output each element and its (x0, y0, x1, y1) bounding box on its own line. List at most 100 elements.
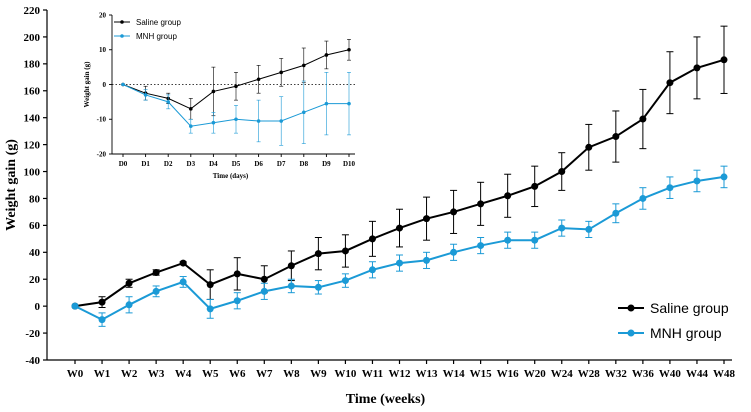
main-data-point (206, 305, 214, 313)
main-data-point (693, 177, 701, 185)
main-data-point (423, 215, 431, 223)
main-x-tick-label: W10 (334, 368, 357, 380)
inset-x-tick-label: D0 (119, 160, 128, 168)
inset-data-point (121, 82, 125, 87)
inset-legend-marker (120, 20, 124, 24)
main-y-axis-title: Weight gain (g) (4, 139, 19, 231)
main-y-tick-label: -40 (25, 355, 40, 367)
main-data-point (368, 266, 376, 274)
main-x-tick-label: W6 (229, 368, 246, 380)
main-y-tick-label: 140 (24, 113, 41, 125)
main-data-point (125, 301, 133, 309)
main-legend-marker (627, 304, 635, 312)
inset-legend-label: Saline group (136, 18, 181, 27)
main-y-tick-label: -20 (25, 328, 40, 340)
main-data-point (504, 236, 512, 244)
inset-x-tick-label: D4 (209, 160, 218, 168)
main-data-point (341, 277, 349, 285)
main-x-tick-label: W16 (497, 368, 520, 380)
main-series-line (74, 175, 725, 321)
main-data-point (98, 298, 106, 306)
main-data-point (396, 224, 403, 232)
inset-data-point (347, 101, 351, 106)
main-data-point (720, 56, 728, 64)
main-data-point (287, 262, 295, 270)
inset-y-tick-label: 20 (99, 11, 107, 19)
main-data-point (125, 279, 133, 287)
main-x-tick-label: W32 (605, 368, 628, 380)
inset-data-point (166, 100, 170, 104)
main-data-point (666, 184, 674, 192)
inset-data-point (256, 119, 261, 123)
main-data-point (423, 256, 431, 264)
main-data-point (585, 143, 593, 151)
main-data-point (477, 242, 485, 250)
main-x-tick-label: W14 (443, 368, 466, 380)
main-data-point (450, 248, 458, 256)
main-data-point (260, 287, 268, 295)
main-x-tick-label: W13 (416, 368, 439, 380)
main-x-tick-label: W20 (524, 368, 547, 380)
inset-data-point (256, 77, 261, 82)
main-y-tick-label: 180 (24, 59, 41, 71)
main-y-tick-label: 120 (24, 139, 41, 151)
inset-series-mnh (121, 72, 351, 146)
inset-x-tick-label: D10 (343, 160, 356, 168)
inset-data-point (189, 124, 193, 128)
main-x-tick-label: W40 (659, 368, 682, 380)
main-x-tick-label: W1 (94, 368, 111, 380)
inset-data-point (189, 107, 193, 111)
main-x-tick-label: W11 (362, 368, 383, 380)
inset-y-tick-label: -20 (97, 150, 107, 158)
main-y-tick-label: 200 (24, 32, 41, 44)
main-data-point (693, 64, 701, 72)
inset-y-tick-label: 0 (103, 81, 107, 89)
main-data-point (612, 133, 620, 141)
main-x-tick-label: W36 (632, 368, 655, 380)
inset-data-point (347, 47, 351, 52)
main-data-point (152, 287, 160, 295)
inset-x-tick-label: D5 (232, 160, 241, 168)
inset-x-tick-label: D3 (187, 160, 196, 168)
main-x-tick-label: W4 (175, 368, 192, 380)
main-data-point (233, 297, 241, 305)
inset-x-axis-title: Time (days) (213, 172, 249, 180)
inset-legend: Saline group MNH group (114, 18, 181, 41)
inset-data-point (211, 120, 216, 125)
inset-data-point (324, 53, 329, 57)
main-data-point (396, 259, 403, 267)
main-y-tick-label: 80 (29, 193, 41, 205)
inset-y-tick-label: 10 (99, 46, 107, 54)
main-data-point (585, 225, 593, 233)
inset-y-tick-label: -10 (97, 116, 107, 124)
main-data-point (504, 192, 512, 200)
main-data-point (233, 270, 241, 278)
main-y-tick-label: 100 (24, 166, 41, 178)
main-data-point (558, 168, 566, 176)
inset-data-point (211, 89, 216, 94)
inset-x-tick-label: D7 (277, 160, 286, 168)
main-x-tick-label: W28 (578, 368, 601, 380)
inset-x-tick-label: D9 (322, 160, 331, 168)
main-y-tick-label: 0 (35, 301, 41, 313)
main-y-tick-label: 60 (29, 220, 41, 232)
main-data-point (152, 269, 160, 276)
main-y-tick-label: 220 (24, 5, 41, 17)
inset-y-axis-title: Weight gain (g) (83, 61, 91, 108)
main-data-point (368, 235, 376, 243)
inset-data-point (279, 70, 284, 75)
main-data-point (531, 236, 539, 244)
main-x-tick-label: W48 (713, 368, 736, 380)
main-series-saline (71, 25, 728, 310)
main-x-tick-label: W5 (202, 368, 219, 380)
main-x-tick-label: W44 (686, 368, 709, 380)
main-x-tick-label: W12 (389, 368, 412, 380)
inset-data-point (302, 110, 306, 115)
main-data-point (639, 115, 647, 123)
inset-data-point (143, 93, 148, 97)
main-data-point (477, 200, 485, 208)
main-data-point (612, 209, 620, 217)
